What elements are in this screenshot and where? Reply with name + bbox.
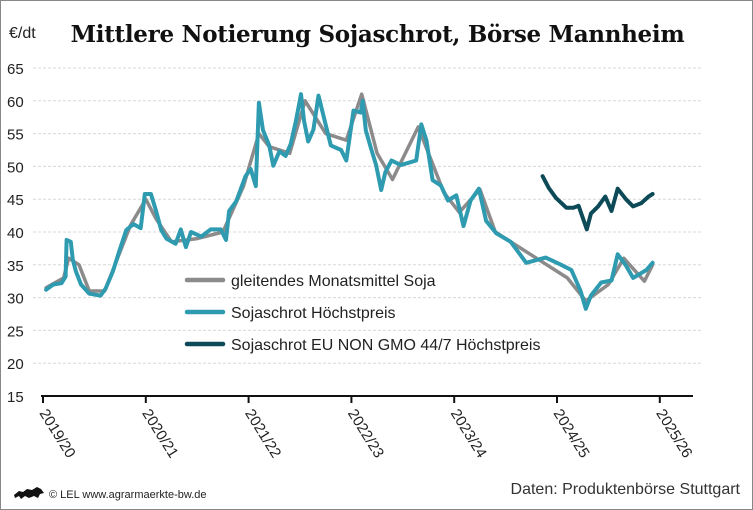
y-tick-label: 40 (7, 225, 24, 242)
y-tick-label: 25 (7, 323, 24, 340)
y-tick-label: 55 (7, 127, 24, 144)
y-tick-label: 30 (7, 291, 24, 308)
series-line (44, 92, 655, 311)
y-tick-label: 15 (7, 389, 24, 406)
x-tick-label: 2025/26 (652, 406, 695, 461)
legend-label: Sojaschrot EU NON GMO 44/7 Höchstpreis (231, 337, 540, 354)
x-tick-label: 2019/20 (36, 406, 79, 461)
y-tick-label: 60 (7, 94, 24, 111)
legend-label: gleitendes Monatsmittel Soja (231, 273, 436, 290)
y-tick-label: 65 (7, 61, 24, 78)
x-tick-label: 2024/25 (550, 406, 593, 461)
x-tick-label: 2023/24 (447, 406, 490, 461)
y-tick-label: 20 (7, 356, 24, 373)
series-line (540, 174, 655, 232)
legend-label: Sojaschrot Höchstpreis (231, 305, 396, 322)
y-axis-unit: €/dt (9, 25, 36, 42)
series-line (44, 92, 655, 303)
x-tick-label: 2022/23 (344, 406, 387, 461)
y-tick-label: 45 (7, 192, 24, 209)
y-tick-label: 35 (7, 258, 24, 275)
copyright-credit: © LEL www.agrarmaerkte-bw.de (49, 489, 207, 501)
chart-title: Mittlere Notierung Sojaschrot, Börse Man… (70, 21, 685, 48)
data-source: Daten: Produktenbörse Stuttgart (510, 481, 740, 498)
x-tick-label: 2021/22 (241, 406, 284, 461)
x-tick-label: 2020/21 (138, 406, 181, 461)
lion-logo-icon (14, 487, 44, 499)
y-tick-label: 50 (7, 159, 24, 176)
